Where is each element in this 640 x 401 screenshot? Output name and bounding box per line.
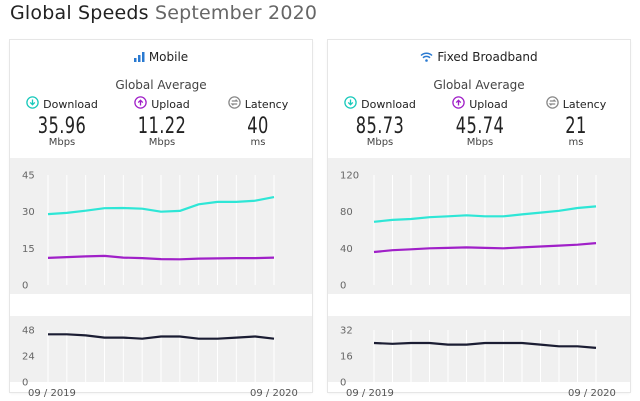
latency-icon — [546, 96, 559, 112]
speed-chart-panel: 0 15 30 45 — [10, 158, 312, 294]
download-metric: Download 85.73 Mbps — [332, 96, 428, 148]
wifi-icon — [420, 51, 433, 65]
metric-label: Latency — [562, 97, 607, 111]
page-title-date: September 2020 — [154, 2, 318, 24]
download-metric: Download 35.96 Mbps — [14, 96, 110, 148]
y-tick-label: 40 — [340, 244, 353, 255]
metric-value: 45.74 — [455, 114, 505, 139]
metric-label: Download — [361, 97, 416, 111]
download-series-line — [47, 196, 275, 216]
metric-value: 35.96 — [37, 114, 87, 139]
global-average-label: Global Average — [433, 78, 525, 92]
upload-arrow-icon — [452, 96, 465, 112]
y-tick-label: 32 — [340, 326, 353, 337]
metric-unit: Mbps — [466, 137, 494, 148]
metric-value: 40 — [247, 114, 269, 139]
speed-line-chart: 0 15 30 45 — [22, 171, 275, 292]
card-title: Mobile — [10, 50, 312, 65]
latency-icon — [228, 96, 241, 112]
y-tick-label: 0 — [22, 281, 28, 292]
page-title-main: Global Speeds — [10, 2, 149, 24]
upload-metric: Upload 45.74 Mbps — [432, 96, 528, 148]
y-tick-label: 80 — [340, 207, 353, 218]
y-tick-label: 16 — [340, 352, 353, 363]
metric-value: 11.22 — [137, 114, 187, 139]
y-tick-label: 15 — [22, 244, 35, 255]
download-series-line — [373, 205, 597, 223]
latency-metric: Latency 21 ms — [528, 96, 624, 148]
latency-chart-panel: 0 24 48 — [10, 316, 312, 389]
download-arrow-icon — [344, 96, 357, 112]
x-axis-end-label: 09 / 2020 — [250, 388, 298, 399]
card-title-label: Fixed Broadband — [437, 50, 538, 64]
card-title-label: Mobile — [148, 50, 189, 64]
metric-unit: Mbps — [48, 137, 76, 148]
y-tick-label: 45 — [22, 171, 35, 182]
y-tick-label: 0 — [340, 281, 346, 292]
upload-series-line — [47, 254, 275, 261]
metric-label: Latency — [244, 97, 289, 111]
latency-metric: Latency 40 ms — [210, 96, 306, 148]
speed-line-chart: 0 40 80 120 — [340, 171, 597, 292]
upload-metric: Upload 11.22 Mbps — [114, 96, 210, 148]
latency-chart-panel: 0 16 32 — [328, 316, 630, 389]
metric-value: 21 — [565, 114, 587, 139]
latency-series-line — [48, 333, 275, 340]
x-axis-start-label: 09 / 2019 — [28, 388, 76, 399]
metric-label: Upload — [469, 97, 508, 111]
y-tick-label: 30 — [22, 207, 35, 218]
page-title: Global Speeds September 2020 — [10, 2, 317, 24]
fixed-broadband-card: Fixed Broadband Global Average Download … — [328, 40, 630, 399]
metric-unit: Mbps — [148, 137, 176, 148]
y-tick-label: 24 — [22, 352, 35, 363]
latency-series-line — [373, 341, 597, 349]
card-title: Fixed Broadband — [328, 50, 630, 65]
mobile-card: Mobile Global Average Download 35.96 Mbp… — [10, 40, 312, 399]
x-axis-end-label: 09 / 2020 — [568, 388, 616, 399]
upload-series-line — [373, 242, 597, 254]
x-axis-start-label: 09 / 2019 — [346, 388, 394, 399]
y-tick-label: 0 — [22, 378, 28, 389]
latency-line-chart: 0 16 32 — [340, 326, 597, 389]
download-arrow-icon — [26, 96, 39, 112]
y-tick-label: 48 — [22, 326, 35, 337]
y-tick-label: 0 — [340, 378, 346, 389]
metric-value: 85.73 — [355, 114, 405, 139]
y-tick-label: 120 — [340, 171, 359, 182]
latency-line-chart: 0 24 48 — [22, 326, 275, 389]
metric-label: Upload — [151, 97, 190, 111]
metric-unit: Mbps — [366, 137, 394, 148]
metric-label: Download — [43, 97, 98, 111]
metric-unit: ms — [250, 137, 266, 148]
signal-bars-icon — [133, 51, 145, 65]
global-average-label: Global Average — [115, 78, 207, 92]
speed-chart-panel: 0 40 80 120 — [328, 158, 630, 294]
metric-unit: ms — [568, 137, 584, 148]
upload-arrow-icon — [134, 96, 147, 112]
